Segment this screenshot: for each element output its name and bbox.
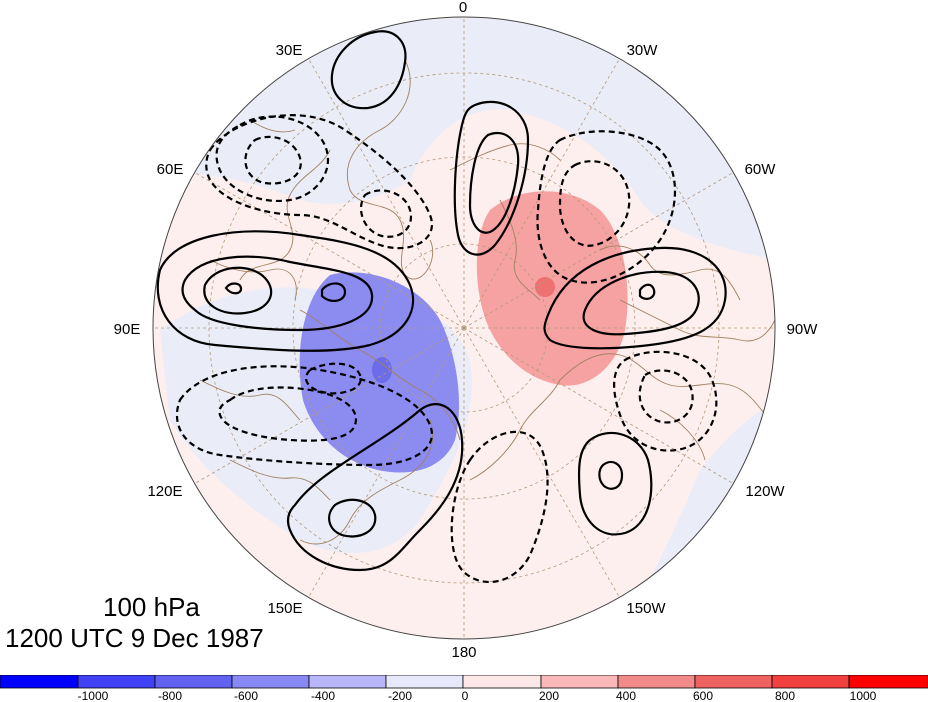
colorbar-tick: -600 bbox=[234, 689, 258, 702]
lon-label-60w: 60W bbox=[745, 161, 777, 178]
lon-label-120w: 120W bbox=[745, 483, 785, 500]
lon-label-90w: 90W bbox=[787, 321, 819, 338]
colorbar-tick-labels: -1000 -800 -600 -400 -200 0 200 400 600 … bbox=[78, 689, 877, 702]
lon-label-0: 0 bbox=[459, 0, 467, 16]
lon-label-60e: 60E bbox=[157, 161, 184, 178]
colorbar-tick: 400 bbox=[616, 689, 636, 702]
colorbar-tick: 600 bbox=[693, 689, 713, 702]
polar-stereographic-map: 0 30W 60W 90W 120W 150W 180 150E 120E 90… bbox=[114, 0, 819, 661]
colorbar-tick: 200 bbox=[539, 689, 559, 702]
height-contours bbox=[156, 30, 727, 584]
meridian-line bbox=[463, 327, 734, 484]
colorbar-box bbox=[540, 675, 619, 689]
colorbar-boxes bbox=[0, 675, 928, 689]
colorbar-box bbox=[77, 675, 156, 689]
meridian-line bbox=[308, 58, 465, 329]
colorbar-tick: -200 bbox=[388, 689, 412, 702]
colorbar-box bbox=[0, 675, 79, 689]
meridian-line bbox=[463, 172, 734, 329]
meridian-line bbox=[194, 172, 465, 329]
map-title-time: 1200 UTC 9 Dec 1987 bbox=[5, 623, 264, 653]
colorbar-tick: -400 bbox=[311, 689, 335, 702]
lon-label-180: 180 bbox=[451, 644, 476, 661]
colorbar-box bbox=[694, 675, 773, 689]
colorbar-box bbox=[154, 675, 233, 689]
lon-label-120e: 120E bbox=[147, 483, 182, 500]
coastlines bbox=[199, 59, 775, 545]
lon-label-30w: 30W bbox=[627, 42, 659, 59]
colorbar-tick: 800 bbox=[775, 689, 795, 702]
colorbar-tick: -800 bbox=[158, 689, 182, 702]
meridian-line bbox=[308, 327, 465, 598]
colorbar-box bbox=[385, 675, 464, 689]
lon-label-150e: 150E bbox=[267, 600, 302, 617]
lon-label-150w: 150W bbox=[626, 600, 666, 617]
lon-label-90e: 90E bbox=[114, 321, 141, 338]
meridian-line bbox=[463, 58, 620, 329]
colorbar-box bbox=[462, 675, 542, 689]
meridian-line bbox=[463, 327, 620, 598]
colorbar: -1000 -800 -600 -400 -200 0 200 400 600 … bbox=[0, 675, 928, 702]
colorbar-tick: 1000 bbox=[850, 689, 877, 702]
lon-label-30e: 30E bbox=[276, 42, 303, 59]
colorbar-box bbox=[848, 675, 928, 689]
latitude-circle bbox=[379, 243, 549, 413]
map-disc bbox=[153, 17, 775, 639]
latitude-circle bbox=[208, 72, 720, 584]
colorbar-box bbox=[771, 675, 850, 689]
colorbar-box bbox=[231, 675, 310, 689]
positive-anomaly-core bbox=[535, 277, 555, 297]
disc-outline bbox=[152, 16, 776, 640]
weak-negative-region bbox=[160, 18, 775, 260]
latitude-circle bbox=[292, 156, 636, 500]
negative-anomaly-core bbox=[372, 357, 392, 383]
map-title-level: 100 hPa bbox=[103, 592, 200, 622]
colorbar-box bbox=[617, 675, 696, 689]
colorbar-box bbox=[308, 675, 387, 689]
colorbar-tick: 0 bbox=[462, 689, 469, 702]
colorbar-tick: -1000 bbox=[78, 689, 109, 702]
